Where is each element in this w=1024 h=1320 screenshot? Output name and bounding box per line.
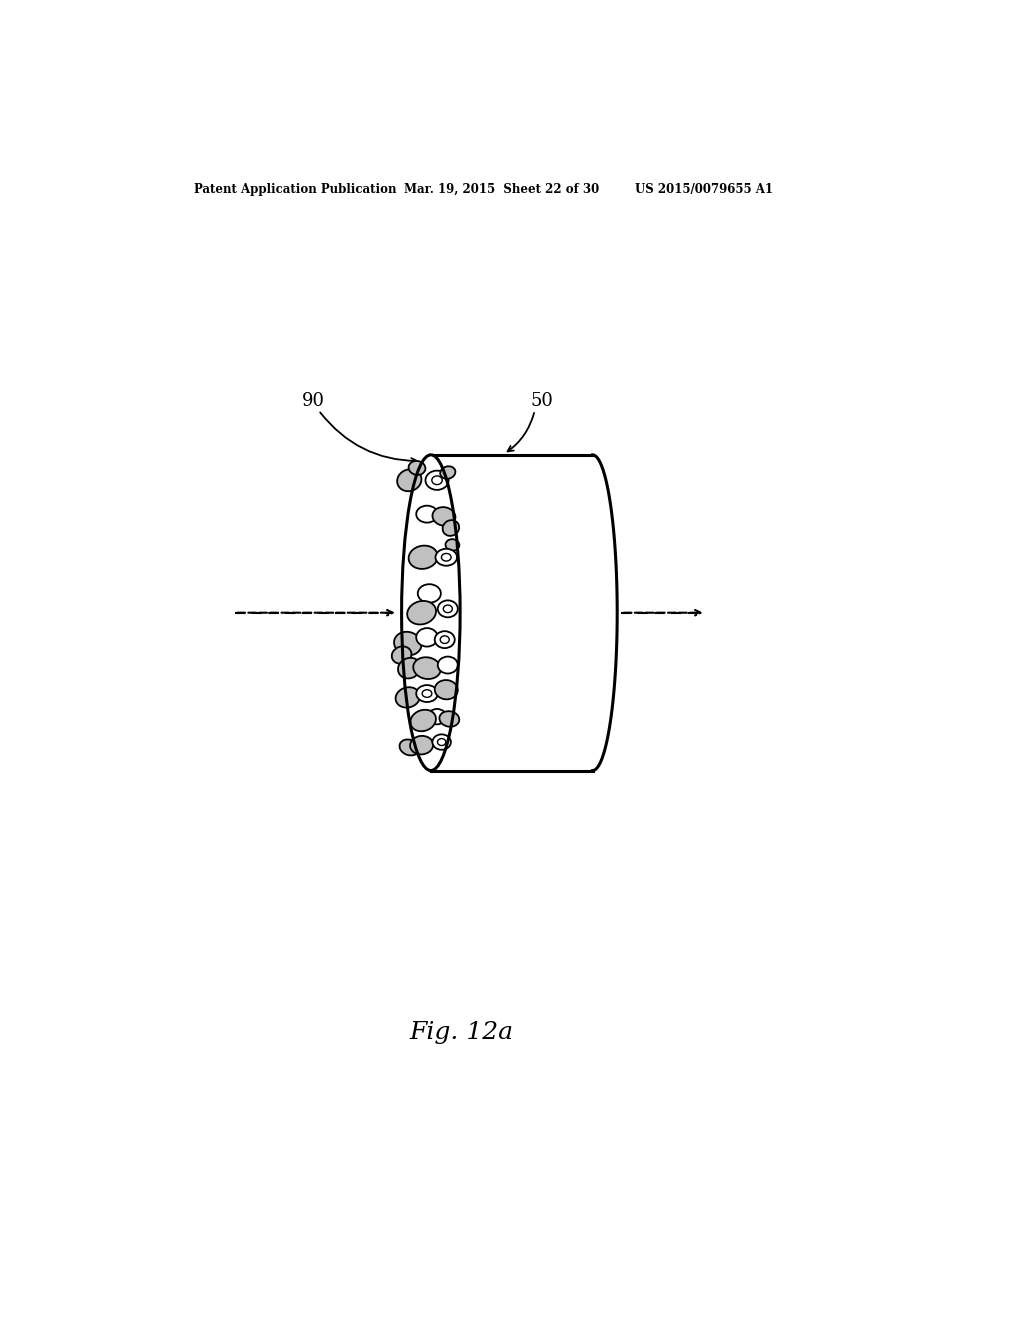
Ellipse shape <box>401 455 460 771</box>
Ellipse shape <box>411 710 436 731</box>
Ellipse shape <box>432 507 456 525</box>
Ellipse shape <box>432 734 451 750</box>
Ellipse shape <box>442 520 459 536</box>
Ellipse shape <box>409 545 437 569</box>
Ellipse shape <box>438 601 458 618</box>
Ellipse shape <box>440 466 456 479</box>
Ellipse shape <box>435 549 457 566</box>
Text: Fig. 12a: Fig. 12a <box>410 1020 514 1044</box>
Ellipse shape <box>438 656 458 673</box>
Ellipse shape <box>394 632 422 655</box>
Text: US 2015/0079655 A1: US 2015/0079655 A1 <box>635 183 773 197</box>
Ellipse shape <box>416 685 438 702</box>
Ellipse shape <box>418 585 441 603</box>
Ellipse shape <box>416 628 438 647</box>
Ellipse shape <box>392 647 412 664</box>
Ellipse shape <box>435 680 458 700</box>
Ellipse shape <box>422 690 432 697</box>
Ellipse shape <box>435 631 455 648</box>
Ellipse shape <box>409 461 425 475</box>
Ellipse shape <box>437 739 445 746</box>
Ellipse shape <box>441 553 452 561</box>
Ellipse shape <box>395 688 420 708</box>
Text: 50: 50 <box>531 392 554 411</box>
Ellipse shape <box>425 471 449 490</box>
Text: Patent Application Publication: Patent Application Publication <box>194 183 396 197</box>
Ellipse shape <box>410 735 433 755</box>
Text: Mar. 19, 2015  Sheet 22 of 30: Mar. 19, 2015 Sheet 22 of 30 <box>403 183 599 197</box>
Ellipse shape <box>416 506 438 523</box>
Text: 90: 90 <box>301 392 325 411</box>
Ellipse shape <box>408 601 436 624</box>
Ellipse shape <box>428 709 446 725</box>
Ellipse shape <box>398 657 421 678</box>
Ellipse shape <box>399 739 419 755</box>
Ellipse shape <box>443 605 453 612</box>
Ellipse shape <box>445 539 460 550</box>
Ellipse shape <box>397 470 422 491</box>
Polygon shape <box>431 455 617 771</box>
Ellipse shape <box>432 477 442 484</box>
Ellipse shape <box>414 657 440 678</box>
Ellipse shape <box>440 636 450 643</box>
Ellipse shape <box>439 711 460 727</box>
